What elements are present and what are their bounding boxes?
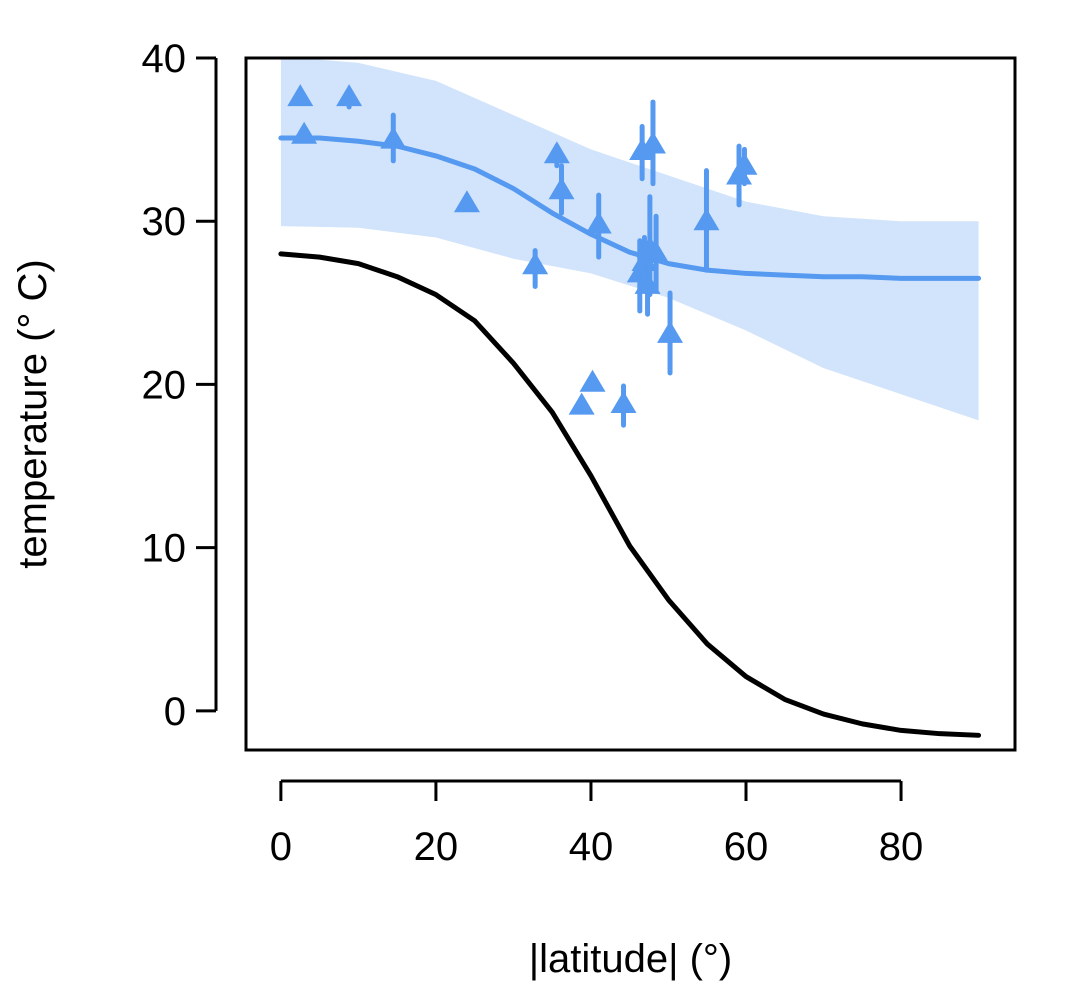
y-tick-label: 40 (142, 37, 187, 81)
triangle-marker (585, 211, 612, 234)
confidence-band (280, 56, 979, 421)
triangle-marker (643, 240, 670, 263)
data-point (568, 392, 595, 415)
triangle-marker (731, 152, 758, 175)
x-tick-label: 0 (270, 825, 292, 869)
y-tick-label: 30 (142, 200, 187, 244)
data-point (585, 192, 612, 260)
triangle-marker (380, 126, 407, 149)
data-point (291, 121, 318, 144)
data-point (380, 112, 407, 164)
y-tick-label: 0 (164, 690, 186, 734)
triangle-marker (543, 141, 570, 164)
reference-curve (278, 251, 982, 738)
x-axis-title: |latitude| (°) (529, 937, 733, 981)
y-tick-label: 10 (142, 527, 187, 571)
triangle-marker (522, 252, 549, 275)
plot-frame (244, 56, 1017, 752)
triangle-marker (548, 177, 575, 200)
triangle-marker (629, 138, 656, 161)
data-point (643, 213, 670, 293)
triangle-marker (453, 190, 480, 213)
x-axis: 0 20 40 60 80 (270, 779, 924, 869)
data-point (731, 146, 758, 187)
triangle-marker (657, 320, 684, 343)
data-point (336, 84, 363, 110)
x-tick-label: 80 (879, 825, 924, 869)
data-point (579, 369, 606, 392)
triangle-marker (693, 208, 720, 231)
data-point (610, 383, 637, 428)
triangle-marker (579, 369, 606, 392)
data-point (543, 141, 570, 169)
data-point (453, 190, 480, 213)
y-tick-label: 20 (142, 363, 187, 407)
triangle-marker (610, 391, 637, 413)
triangle-marker (639, 131, 666, 154)
triangle-marker (291, 121, 318, 144)
y-axis: 0 10 20 30 40 (142, 37, 218, 734)
data-point (639, 99, 666, 187)
triangle-marker (568, 392, 595, 415)
x-tick-label: 40 (569, 825, 614, 869)
data-point (657, 290, 684, 376)
triangle-marker (336, 84, 363, 107)
data-point (287, 84, 314, 107)
data-point (548, 163, 575, 216)
x-tick-label: 60 (724, 825, 769, 869)
data-points (287, 84, 758, 428)
data-point (522, 248, 549, 289)
triangle-marker (287, 84, 314, 107)
y-axis-title: temperature (° C) (11, 259, 55, 568)
data-point (693, 168, 720, 273)
confidence-band-area (280, 56, 979, 421)
x-tick-label: 20 (414, 825, 459, 869)
data-point (726, 143, 753, 208)
